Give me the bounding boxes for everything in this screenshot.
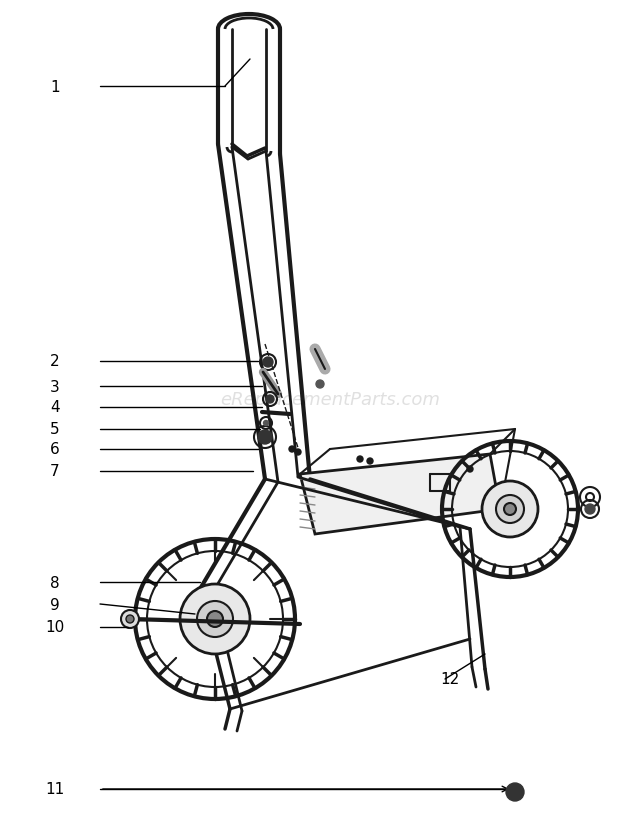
Circle shape <box>585 504 595 514</box>
Circle shape <box>126 615 134 624</box>
Polygon shape <box>300 455 500 534</box>
Text: 8: 8 <box>50 575 60 589</box>
Text: 6: 6 <box>50 442 60 457</box>
Circle shape <box>180 584 250 655</box>
Circle shape <box>467 466 473 472</box>
Text: 7: 7 <box>50 464 60 479</box>
Circle shape <box>263 358 273 368</box>
Text: 2: 2 <box>50 354 60 369</box>
Circle shape <box>121 610 139 628</box>
Text: 3: 3 <box>50 379 60 394</box>
Text: 1: 1 <box>50 79 60 94</box>
Circle shape <box>295 450 301 456</box>
Text: 4: 4 <box>50 400 60 415</box>
Circle shape <box>504 503 516 515</box>
Circle shape <box>496 496 524 523</box>
Circle shape <box>264 421 268 426</box>
Circle shape <box>207 611 223 627</box>
Circle shape <box>482 482 538 538</box>
Text: eReplacementParts.com: eReplacementParts.com <box>220 390 440 409</box>
Circle shape <box>316 380 324 389</box>
Circle shape <box>289 446 295 452</box>
Circle shape <box>506 783 524 801</box>
Text: 9: 9 <box>50 597 60 612</box>
Text: 10: 10 <box>45 619 64 635</box>
Text: 11: 11 <box>45 782 64 797</box>
Circle shape <box>258 431 272 445</box>
Circle shape <box>197 601 233 637</box>
Circle shape <box>266 395 274 404</box>
Text: 5: 5 <box>50 422 60 437</box>
Circle shape <box>367 458 373 465</box>
Text: 12: 12 <box>440 671 459 686</box>
Circle shape <box>357 456 363 462</box>
